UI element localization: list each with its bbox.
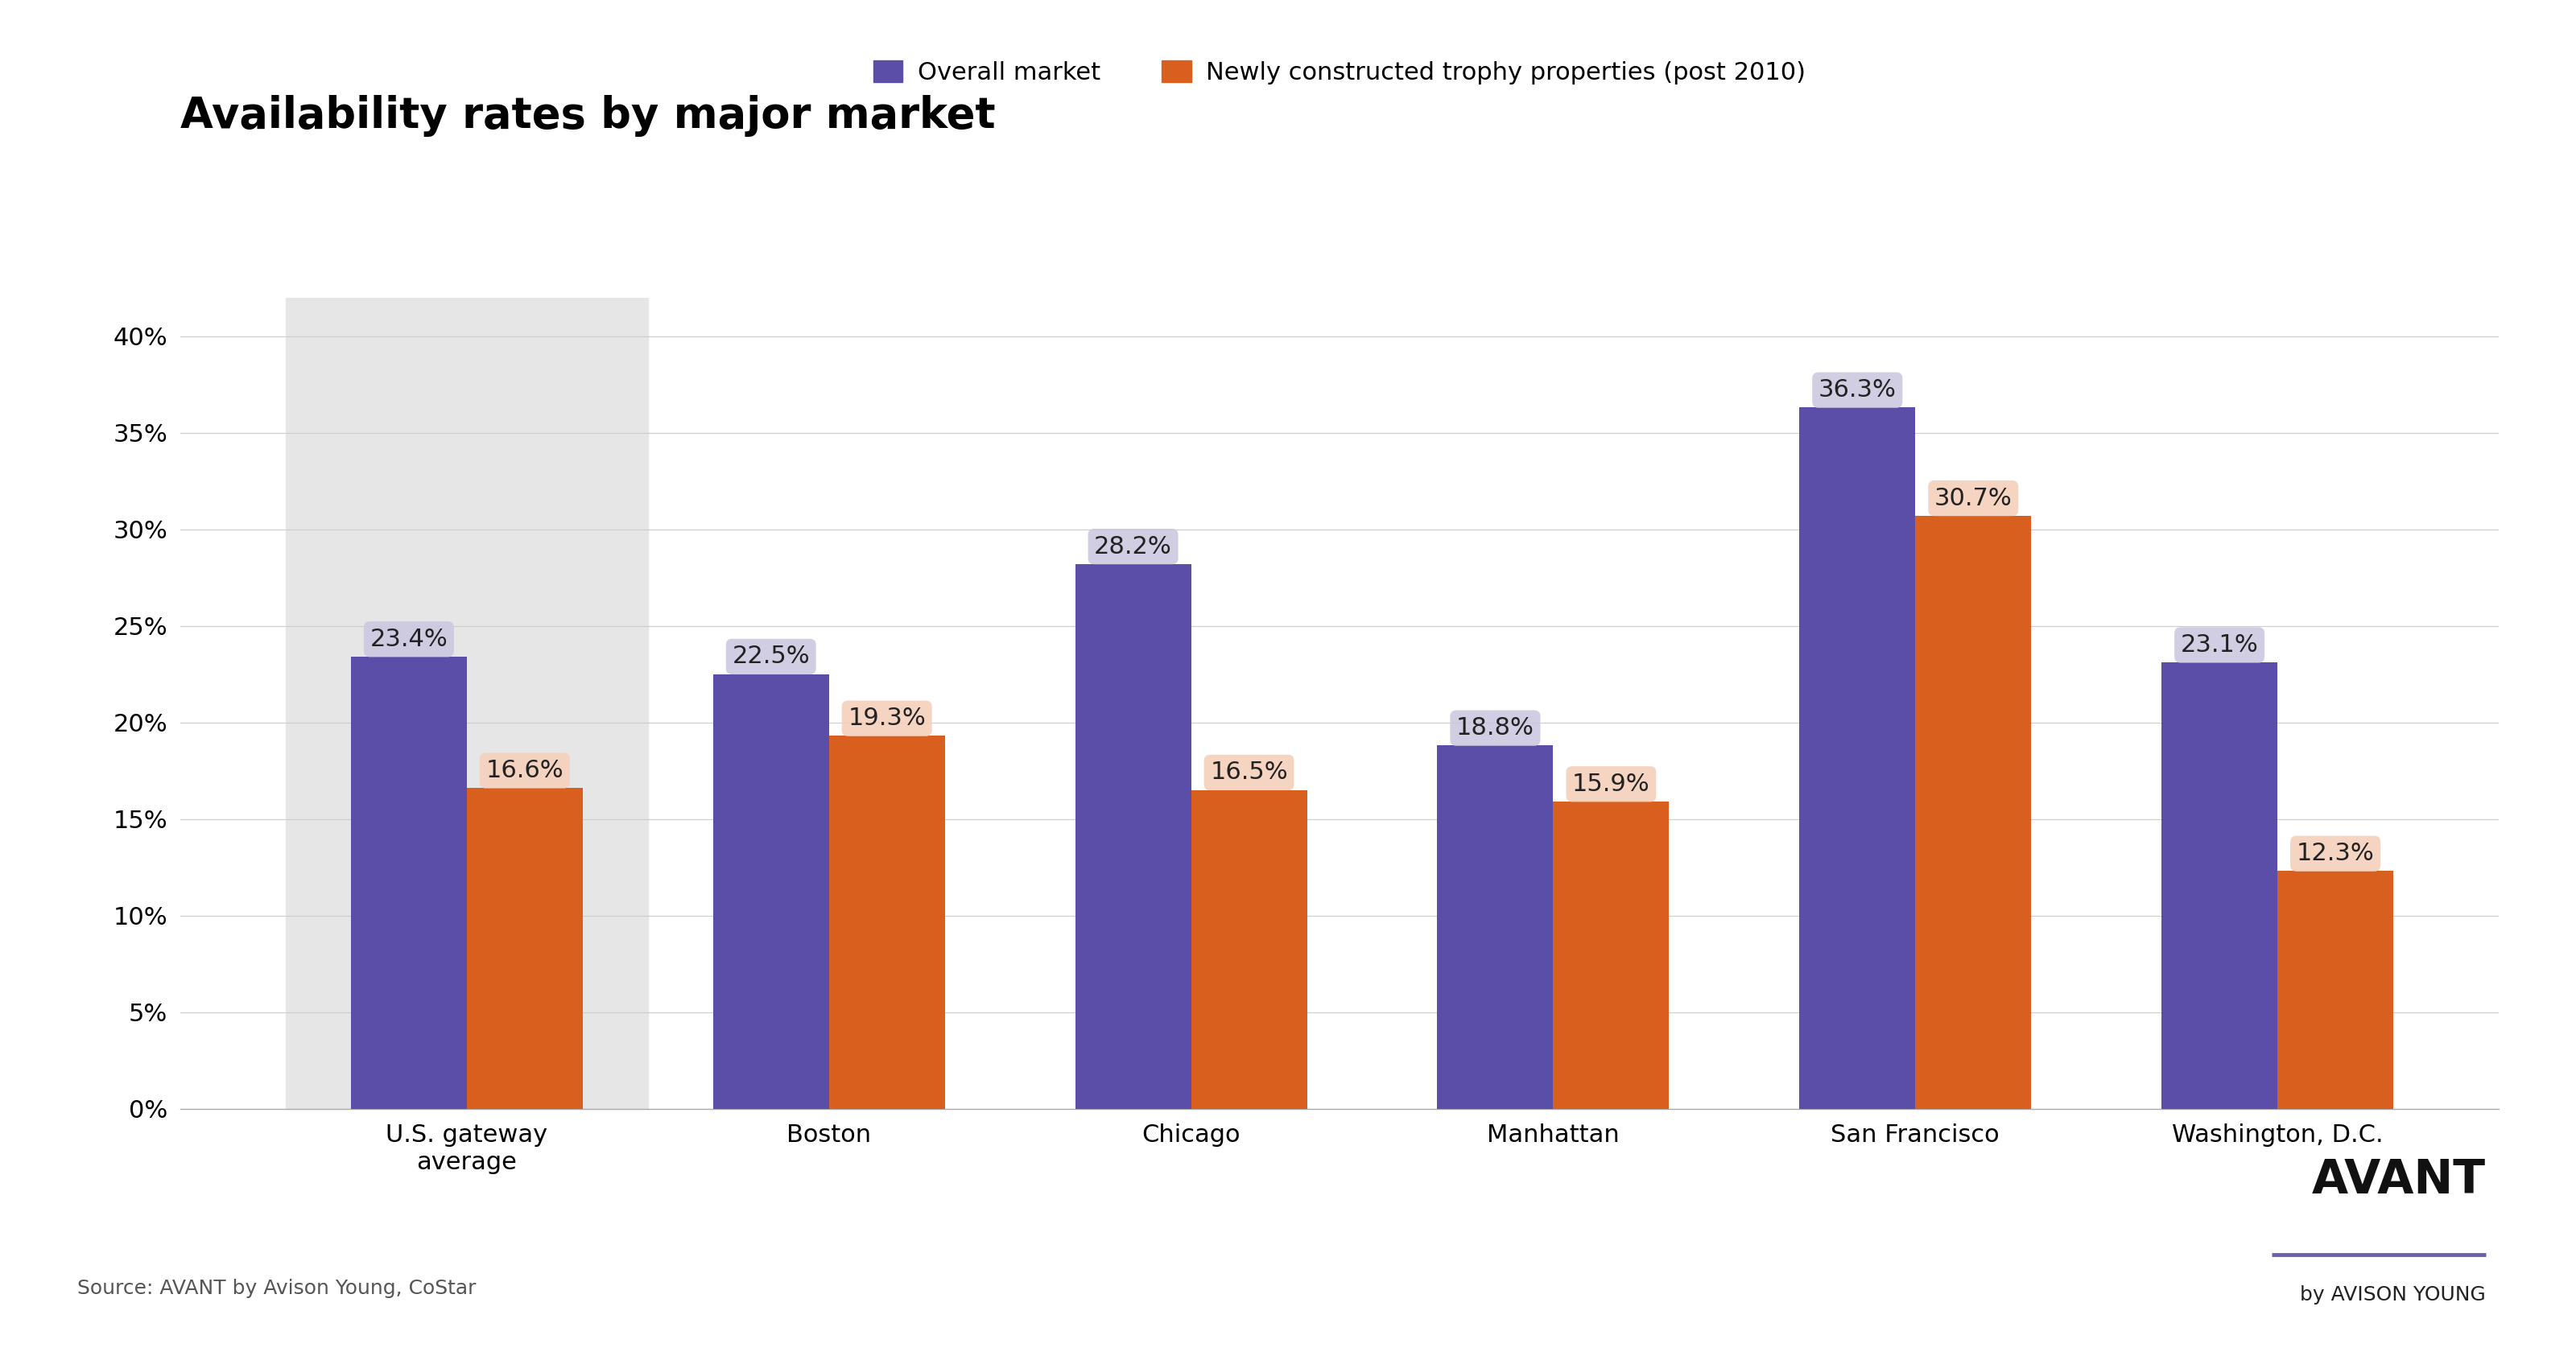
Bar [466,788,582,1109]
Text: 18.8%: 18.8% [1455,717,1535,740]
Legend: Overall market, Newly constructed trophy properties (post 2010): Overall market, Newly constructed trophy… [863,50,1816,95]
Text: Availability rates by major market: Availability rates by major market [180,95,994,137]
Text: 30.7%: 30.7% [1935,487,2012,510]
Text: 23.1%: 23.1% [2179,633,2259,657]
Bar [1190,790,1306,1109]
Text: 16.6%: 16.6% [487,758,564,783]
Bar [350,657,466,1109]
Text: 23.4%: 23.4% [371,627,448,650]
Bar [1074,564,1190,1109]
Text: 15.9%: 15.9% [1571,772,1651,796]
Text: 16.5%: 16.5% [1211,761,1288,784]
Bar [829,735,945,1109]
Text: 36.3%: 36.3% [1819,379,1896,402]
Bar [1437,745,1553,1109]
Text: 22.5%: 22.5% [732,645,809,668]
Bar [2277,871,2393,1109]
Bar [1553,802,1669,1109]
Bar [1917,515,2032,1109]
Text: 12.3%: 12.3% [2295,842,2375,865]
Text: 28.2%: 28.2% [1095,535,1172,558]
Text: AVANT: AVANT [2311,1157,2486,1203]
Bar [714,675,829,1109]
Text: 19.3%: 19.3% [848,707,925,730]
Text: Source: AVANT by Avison Young, CoStar: Source: AVANT by Avison Young, CoStar [77,1279,477,1298]
Bar [1801,407,1917,1109]
Bar [2161,662,2277,1109]
Text: by AVISON YOUNG: by AVISON YOUNG [2300,1286,2486,1305]
Bar [286,297,647,1109]
